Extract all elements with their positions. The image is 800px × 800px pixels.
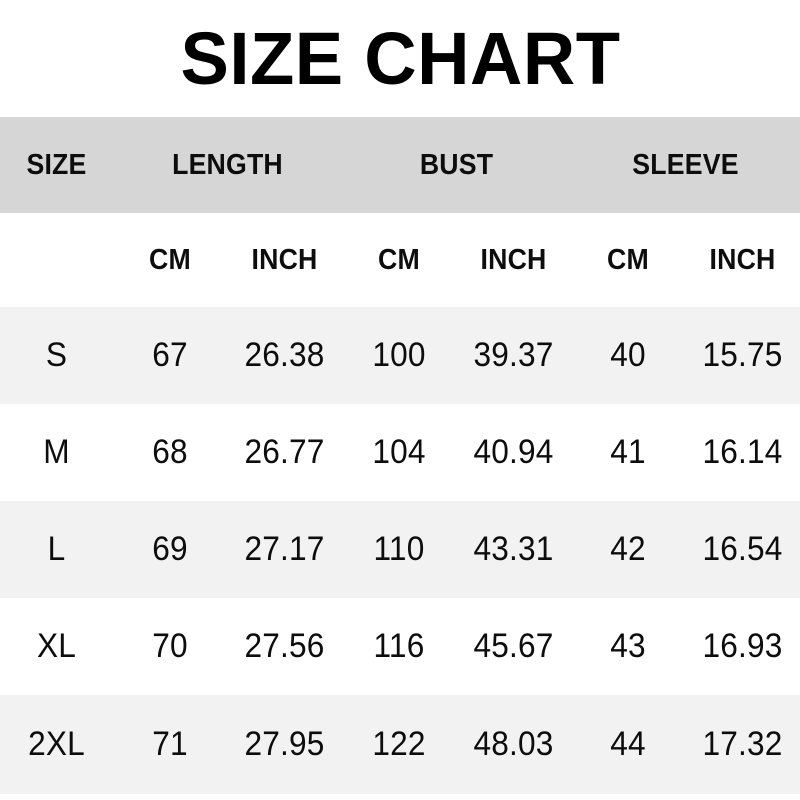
cell-sleeve-cm: 43	[610, 627, 646, 665]
page-title: SIZE CHART	[179, 16, 621, 100]
cell-bust-cm: 116	[373, 627, 425, 665]
cell-sleeve-inch: 17.32	[702, 725, 783, 763]
column-group-header-sleeve: SLEEVE	[632, 148, 739, 181]
column-group-header-bust: BUST	[419, 148, 494, 181]
cell-bust-inch: 43.31	[473, 530, 554, 568]
column-group-header-size: SIZE	[26, 148, 87, 181]
cell-sleeve-inch: 15.75	[702, 336, 783, 374]
cell-length-inch: 27.95	[244, 725, 325, 763]
cell-sleeve-inch: 16.14	[702, 433, 783, 471]
cell-bust-cm: 104	[372, 433, 426, 471]
cell-size: 2XL	[28, 725, 85, 763]
unit-header-sleeve-cm: CM	[607, 243, 649, 276]
table-row: 2XL 71 27.95 122 48.03 44 17.32	[0, 695, 800, 794]
cell-sleeve-cm: 40	[610, 336, 646, 374]
cell-length-cm: 70	[152, 627, 188, 665]
cell-bust-cm: 122	[372, 725, 426, 763]
cell-length-inch: 26.38	[244, 336, 325, 374]
table-unit-header-row: CM INCH CM INCH CM INCH	[0, 213, 800, 307]
table-row: L 69 27.17 110 43.31 42 16.54	[0, 501, 800, 598]
cell-size: M	[43, 433, 70, 471]
title-bar: SIZE CHART	[0, 0, 800, 117]
cell-bust-inch: 39.37	[473, 336, 554, 374]
cell-bust-inch: 45.67	[473, 627, 554, 665]
table-row: S 67 26.38 100 39.37 40 15.75	[0, 307, 800, 404]
cell-size: S	[45, 336, 68, 374]
table-row: M 68 26.77 104 40.94 41 16.14	[0, 404, 800, 501]
cell-bust-cm: 110	[373, 530, 425, 568]
unit-header-length-cm: CM	[149, 243, 191, 276]
unit-header-length-inch: INCH	[251, 243, 318, 276]
cell-sleeve-cm: 41	[610, 433, 646, 471]
cell-sleeve-inch: 16.93	[702, 627, 783, 665]
cell-length-cm: 71	[152, 725, 188, 763]
cell-sleeve-cm: 42	[610, 530, 646, 568]
unit-header-bust-inch: INCH	[480, 243, 547, 276]
cell-length-inch: 27.56	[244, 627, 325, 665]
cell-length-inch: 26.77	[244, 433, 325, 471]
column-group-header-length: LENGTH	[172, 148, 283, 181]
cell-length-cm: 68	[152, 433, 188, 471]
table-group-header-row: SIZE LENGTH BUST SLEEVE	[0, 117, 800, 213]
cell-length-cm: 67	[152, 336, 188, 374]
cell-size: L	[47, 530, 66, 568]
cell-sleeve-inch: 16.54	[702, 530, 783, 568]
cell-bust-cm: 100	[372, 336, 426, 374]
cell-size: XL	[36, 627, 77, 665]
table-row: XL 70 27.56 116 45.67 43 16.93	[0, 598, 800, 695]
cell-length-cm: 69	[152, 530, 188, 568]
unit-header-bust-cm: CM	[378, 243, 420, 276]
cell-bust-inch: 40.94	[473, 433, 554, 471]
cell-length-inch: 27.17	[244, 530, 325, 568]
cell-bust-inch: 48.03	[473, 725, 554, 763]
cell-sleeve-cm: 44	[610, 725, 646, 763]
unit-header-sleeve-inch: INCH	[709, 243, 776, 276]
